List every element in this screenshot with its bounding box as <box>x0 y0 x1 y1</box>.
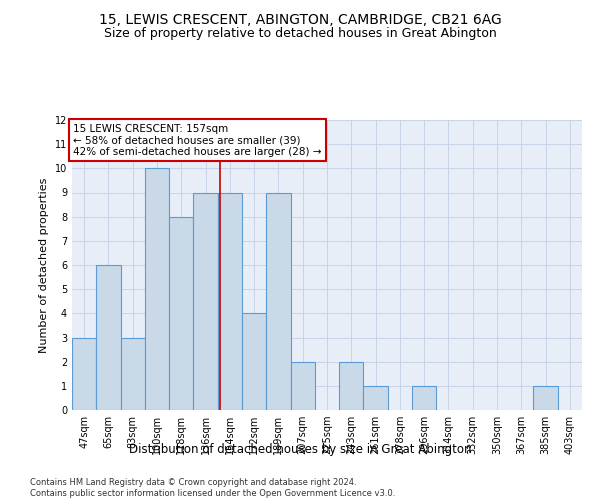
Bar <box>242 314 266 410</box>
Text: Contains HM Land Registry data © Crown copyright and database right 2024.
Contai: Contains HM Land Registry data © Crown c… <box>30 478 395 498</box>
Text: 15, LEWIS CRESCENT, ABINGTON, CAMBRIDGE, CB21 6AG: 15, LEWIS CRESCENT, ABINGTON, CAMBRIDGE,… <box>98 12 502 26</box>
Text: Size of property relative to detached houses in Great Abington: Size of property relative to detached ho… <box>104 28 496 40</box>
Bar <box>218 192 242 410</box>
Bar <box>266 192 290 410</box>
Bar <box>412 386 436 410</box>
Bar <box>290 362 315 410</box>
Bar <box>96 265 121 410</box>
Bar <box>193 192 218 410</box>
Bar <box>339 362 364 410</box>
Bar <box>533 386 558 410</box>
Y-axis label: Number of detached properties: Number of detached properties <box>39 178 49 352</box>
Text: Distribution of detached houses by size in Great Abington: Distribution of detached houses by size … <box>129 442 471 456</box>
Bar <box>72 338 96 410</box>
Bar <box>169 216 193 410</box>
Bar <box>364 386 388 410</box>
Text: 15 LEWIS CRESCENT: 157sqm
← 58% of detached houses are smaller (39)
42% of semi-: 15 LEWIS CRESCENT: 157sqm ← 58% of detac… <box>73 124 322 157</box>
Bar <box>145 168 169 410</box>
Bar <box>121 338 145 410</box>
